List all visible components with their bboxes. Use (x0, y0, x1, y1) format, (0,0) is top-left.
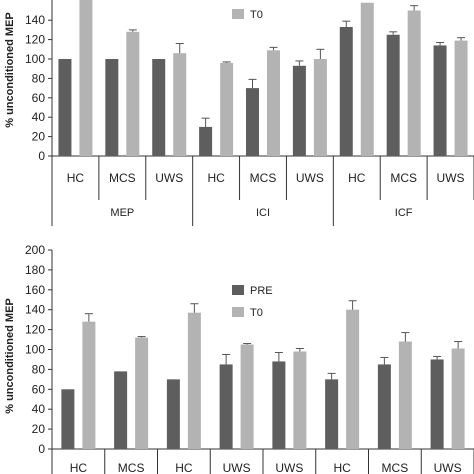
bar-t0 (267, 50, 280, 156)
group-label: ICI (256, 207, 270, 219)
top-y-axis-label: % unconditioned MEP (4, 12, 16, 128)
bar-t0 (454, 40, 468, 156)
bar-t0 (82, 321, 96, 449)
category-label: UWS (296, 171, 324, 185)
bar-pre (325, 379, 339, 449)
category-label: HC (348, 171, 366, 185)
bar-pre (433, 45, 447, 156)
legend-swatch-pre (232, 285, 244, 295)
category-label: MCS (250, 171, 277, 185)
y-tick-label: 80 (32, 362, 46, 376)
y-tick-label: 80 (32, 71, 46, 85)
y-tick-label: 0 (38, 149, 45, 163)
bar-pre (58, 59, 72, 156)
bar-t0 (407, 10, 421, 156)
y-tick-label: 100 (25, 343, 45, 357)
bar-pre (199, 126, 213, 156)
bottom-bars (61, 300, 465, 449)
top-chart: % unconditioned MEP 0 20 40 60 80 100 120 140 H… (4, 0, 474, 226)
y-tick-label: 120 (25, 33, 45, 47)
legend-swatch-t0 (232, 307, 244, 317)
category-label: UWS (437, 171, 465, 185)
bar-t0 (313, 59, 327, 156)
legend-swatch-t0 (232, 9, 244, 19)
bar-pre (272, 361, 286, 449)
y-tick-label: 160 (25, 283, 45, 297)
top-category-labels: HC MCS UWS HC MCS UWS HC MCS UWS (51, 156, 474, 200)
y-tick-label: 140 (25, 303, 45, 317)
bar-t0 (126, 31, 140, 157)
bar-pre (114, 371, 128, 449)
y-tick-label: 120 (25, 323, 45, 337)
group-label: MEP (110, 207, 134, 219)
bar-t0 (346, 309, 360, 449)
legend-label-pre: PRE (250, 285, 273, 297)
legend-label-t0: T0 (250, 9, 263, 21)
bottom-y-axis-label: % unconditioned MEP (4, 298, 16, 414)
bar-pre (339, 26, 353, 156)
bar-t0 (451, 348, 465, 449)
category-label: MCS (118, 461, 145, 474)
category-label: HC (70, 461, 88, 474)
bar-t0 (220, 62, 234, 156)
y-tick-label: 40 (32, 402, 46, 416)
category-label: UWS (434, 461, 462, 474)
category-label: HC (333, 461, 351, 474)
bar-t0 (173, 53, 187, 156)
bar-pre (61, 389, 75, 449)
category-label: MCS (390, 171, 417, 185)
top-bars (58, 0, 468, 157)
bar-pre (292, 65, 306, 156)
y-tick-label: 180 (25, 263, 45, 277)
y-tick-label: 60 (32, 91, 46, 105)
y-tick-label: 20 (32, 422, 46, 436)
bottom-chart: % unconditioned MEP 0 20 40 60 80 100 120 140 16… (4, 243, 474, 474)
category-label: HC (175, 461, 193, 474)
category-label: HC (207, 171, 225, 185)
y-tick-label: 60 (32, 382, 46, 396)
category-label: UWS (155, 171, 183, 185)
bar-t0 (360, 2, 374, 156)
bar-t0 (187, 312, 201, 449)
category-label: UWS (223, 461, 251, 474)
bar-t0 (398, 341, 412, 449)
top-y-ticks: 0 20 40 60 80 100 120 140 (25, 0, 474, 163)
legend-label-t0: T0 (250, 307, 263, 319)
category-label: MCS (382, 461, 409, 474)
bar-pre (386, 34, 400, 156)
y-tick-label: 140 (25, 13, 45, 27)
y-tick-label: 20 (32, 130, 46, 144)
y-tick-label: 100 (25, 52, 45, 66)
bottom-category-labels: HC MCS HC UWS UWS HC MCS UWS (51, 449, 474, 474)
bottom-legend: PRE T0 (232, 285, 273, 319)
top-legend: T0 (232, 9, 263, 21)
bar-pre (377, 364, 391, 449)
bar-t0 (79, 0, 93, 156)
bar-t0 (293, 351, 307, 449)
bar-pre (105, 59, 119, 156)
bar-pre (219, 364, 233, 449)
y-tick-label: 200 (25, 243, 45, 257)
category-label: HC (67, 171, 85, 185)
bar-t0 (240, 344, 254, 449)
category-label: UWS (275, 461, 303, 474)
bar-pre (430, 359, 444, 449)
bar-pre (246, 88, 259, 156)
bar-t0 (135, 337, 149, 449)
group-label: ICF (395, 207, 413, 219)
y-tick-label: 40 (32, 110, 46, 124)
top-group-labels: MEP ICI ICF (51, 200, 413, 226)
y-tick-label: 0 (38, 442, 45, 456)
bar-pre (166, 379, 180, 449)
category-label: MCS (109, 171, 136, 185)
bar-pre (152, 59, 166, 156)
